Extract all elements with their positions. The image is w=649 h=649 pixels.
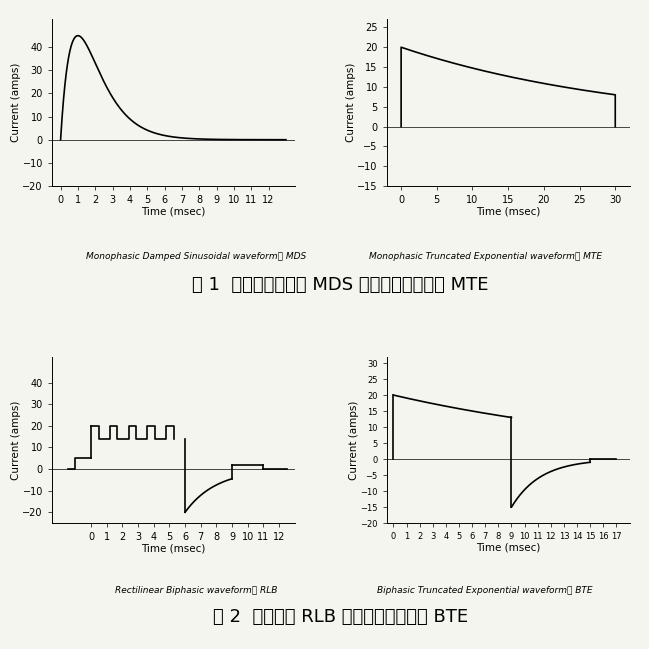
X-axis label: Time (msec): Time (msec) [141,206,206,216]
Text: Rectilinear Biphasic waveform， RLB: Rectilinear Biphasic waveform， RLB [115,585,278,594]
Text: Biphasic Truncated Exponential waveform， BTE: Biphasic Truncated Exponential waveform，… [377,585,593,594]
Text: Monophasic Truncated Exponential waveform， MTE: Monophasic Truncated Exponential wavefor… [369,252,602,261]
Y-axis label: Current (amps): Current (amps) [11,400,21,480]
Y-axis label: Current (amps): Current (amps) [346,63,356,142]
X-axis label: Time (msec): Time (msec) [476,543,541,552]
Y-axis label: Current (amps): Current (amps) [11,63,21,142]
X-axis label: Time (msec): Time (msec) [141,544,206,554]
X-axis label: Time (msec): Time (msec) [476,206,541,216]
Text: 图 1  单相正弦衰减波 MDS 和单相截断指数波 MTE: 图 1 单相正弦衰减波 MDS 和单相截断指数波 MTE [193,276,489,294]
Text: Monophasic Damped Sinusoidal waveform， MDS: Monophasic Damped Sinusoidal waveform， M… [86,252,306,261]
Text: 图 2  双相方波 RLB 和双相截断指数波 BTE: 图 2 双相方波 RLB 和双相截断指数波 BTE [213,608,469,626]
Y-axis label: Current (amps): Current (amps) [349,400,359,480]
